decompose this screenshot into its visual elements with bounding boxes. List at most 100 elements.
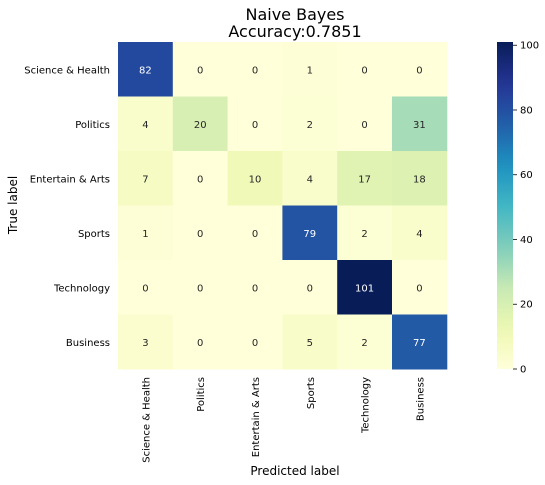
y-axis-label: True label — [6, 176, 20, 235]
y-tick-label: Technology — [53, 283, 110, 294]
cell-value-label: 0 — [197, 229, 203, 240]
heatmap-cell — [172, 42, 229, 97]
cell-value-label: 10 — [249, 174, 262, 185]
cell-value-label: 0 — [252, 229, 258, 240]
cell-value-label: 0 — [252, 338, 258, 349]
cell-value-label: 4 — [307, 174, 313, 185]
x-tick-label: Entertain & Arts — [251, 377, 262, 457]
heatmap-cell — [392, 260, 448, 315]
heatmap-cell — [282, 96, 338, 152]
cell-value-label: 0 — [197, 174, 203, 185]
cell-value-label: 3 — [142, 338, 148, 349]
heatmap-cell — [227, 205, 283, 261]
heatmap-cell — [392, 151, 448, 206]
colorbar-tick-label: 60 — [520, 170, 533, 181]
heatmap-cell — [337, 314, 393, 370]
y-tick-label: Politics — [75, 120, 110, 131]
heatmap-cell — [172, 260, 229, 315]
cell-value-label: 101 — [355, 283, 374, 294]
heatmap-cell — [118, 96, 174, 152]
chart-subtitle: Accuracy:0.7851 — [228, 22, 361, 41]
heatmap-cell — [392, 42, 448, 97]
cell-value-label: 18 — [413, 174, 426, 185]
heatmap-cell — [337, 260, 393, 315]
cell-value-label: 2 — [361, 229, 367, 240]
cell-value-label: 4 — [416, 229, 422, 240]
x-tick-label: Politics — [196, 377, 207, 412]
heatmap-cell — [227, 96, 283, 152]
heatmap-cell — [172, 205, 229, 261]
heatmap-cell — [172, 96, 229, 152]
cell-value-label: 0 — [142, 283, 148, 294]
heatmap-cell — [118, 205, 174, 261]
y-tick-label: Entertain & Arts — [30, 174, 110, 185]
x-tick-label: Technology — [361, 377, 372, 434]
x-tick-label: Business — [415, 377, 426, 421]
y-tick-labels: Science & Health Politics Entertain & Arts… — [24, 65, 110, 349]
heatmap-cell — [282, 151, 338, 206]
cell-value-label: 0 — [252, 120, 258, 131]
heatmap-cell — [282, 42, 338, 97]
heatmap-cell — [227, 151, 283, 206]
cell-value-label: 77 — [413, 338, 426, 349]
x-tick-labels: Science & Health Politics Entertain & Arts… — [141, 377, 426, 463]
cell-value-label: 0 — [197, 283, 203, 294]
cell-value-label: 17 — [358, 174, 371, 185]
colorbar-tick-label: 80 — [520, 105, 533, 116]
x-tick-label: Science & Health — [141, 377, 152, 463]
cell-value-label: 1 — [307, 65, 313, 76]
cell-value-label: 4 — [142, 120, 148, 131]
cell-value-label: 0 — [416, 283, 422, 294]
colorbar-tick-label: 100 — [520, 41, 539, 52]
cell-value-label: 5 — [307, 338, 313, 349]
heatmap-cell — [337, 96, 393, 152]
heatmap-cell — [172, 314, 229, 370]
y-tick-label: Science & Health — [24, 65, 110, 76]
cell-value-label: 0 — [307, 283, 313, 294]
heatmap-cells — [118, 42, 448, 370]
cell-value-label: 31 — [413, 120, 426, 131]
heatmap-cell — [227, 314, 283, 370]
cell-value-label: 0 — [416, 65, 422, 76]
heatmap-cell — [282, 205, 338, 261]
x-axis-label: Predicted label — [250, 464, 339, 478]
cell-value-label: 0 — [252, 65, 258, 76]
colorbar-ticks: 0 20 40 60 80 100 — [513, 41, 539, 376]
cell-value-label: 0 — [361, 65, 367, 76]
heatmap-cell — [337, 151, 393, 206]
heatmap-cell — [227, 260, 283, 315]
cell-value-label: 20 — [194, 120, 207, 131]
y-tick-label: Business — [66, 338, 110, 349]
cell-annotations: 82 0 0 1 0 04 20 0 2 0 317 0 10 4 17 181 0 0 79 2 40 0 0 0 101 03… — [139, 65, 426, 349]
heatmap-cell — [282, 260, 338, 315]
heatmap-cell — [392, 96, 448, 152]
cell-value-label: 0 — [252, 283, 258, 294]
cell-value-label: 0 — [361, 120, 367, 131]
chart-title: Naive Bayes — [245, 5, 344, 24]
colorbar-tick-label: 20 — [520, 300, 533, 311]
cell-value-label: 2 — [361, 338, 367, 349]
cell-value-label: 0 — [197, 65, 203, 76]
colorbar-tick-label: 0 — [520, 365, 526, 376]
heatmap-cell — [118, 151, 174, 206]
heatmap-cell — [172, 151, 229, 206]
x-tick-label: Sports — [306, 377, 317, 409]
heatmap-cell — [337, 205, 393, 261]
cell-value-label: 79 — [303, 229, 316, 240]
heatmap-cell — [118, 42, 174, 97]
cell-value-label: 7 — [142, 174, 148, 185]
heatmap-cell — [392, 205, 448, 261]
y-tick-label: Sports — [78, 229, 110, 240]
cell-value-label: 0 — [197, 338, 203, 349]
colorbar-tick-label: 40 — [520, 235, 533, 246]
heatmap-cell — [392, 314, 448, 370]
heatmap-cell — [118, 314, 174, 370]
cell-value-label: 1 — [142, 229, 148, 240]
heatmap-cell — [282, 314, 338, 370]
heatmap-cell — [118, 260, 174, 315]
colorbar — [497, 42, 513, 369]
cell-value-label: 82 — [139, 65, 152, 76]
heatmap-cell — [337, 42, 393, 97]
cell-value-label: 2 — [307, 120, 313, 131]
